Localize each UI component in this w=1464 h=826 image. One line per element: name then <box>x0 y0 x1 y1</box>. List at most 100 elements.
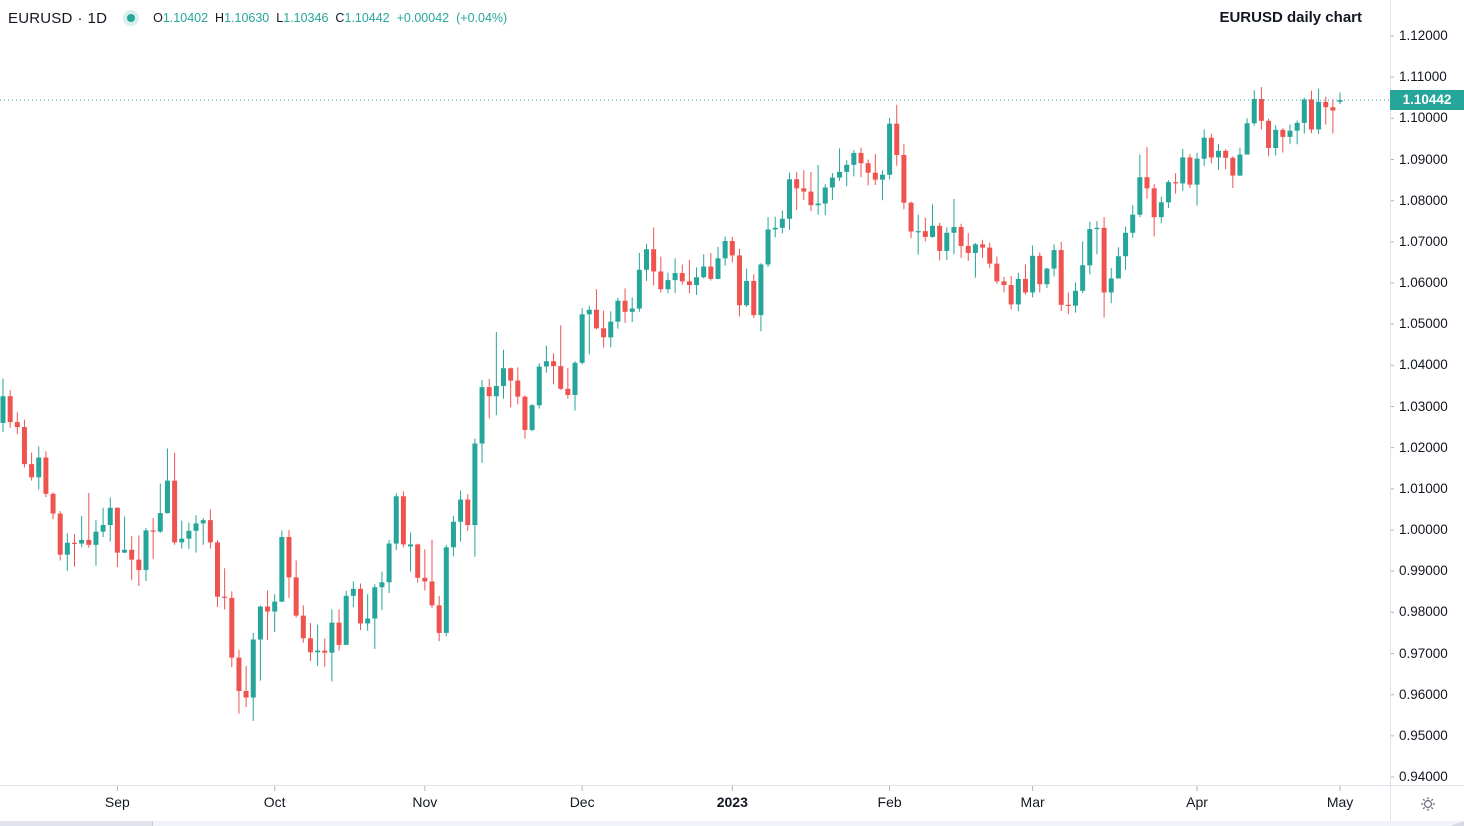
candle-up <box>879 170 885 201</box>
candle-up <box>272 594 278 633</box>
candle-down <box>465 494 471 531</box>
candle-up <box>672 258 678 293</box>
ohlc-values: O1.10402 H1.10630 L1.10346 C1.10442 +0.0… <box>153 11 507 25</box>
candle-up <box>1180 148 1186 191</box>
candle-down <box>558 325 564 391</box>
candle-up <box>1165 180 1171 209</box>
candle-up <box>694 267 700 295</box>
candle-up <box>36 446 42 490</box>
candle-down <box>1022 264 1028 295</box>
candle-down <box>293 560 299 618</box>
candle-down <box>522 395 528 439</box>
price-axis-label: 0.95000 <box>1399 727 1448 743</box>
candle-down <box>1230 156 1236 188</box>
price-axis-label: 1.02000 <box>1399 439 1448 455</box>
candle-down <box>508 367 514 408</box>
candle-down <box>593 289 599 330</box>
symbol-name[interactable]: EURUSD <box>8 9 73 27</box>
candle-down <box>7 390 13 428</box>
candle-up <box>1294 120 1300 145</box>
candle-up <box>629 297 635 323</box>
candle-down <box>658 256 664 293</box>
candle-down <box>565 367 571 399</box>
candle-up <box>329 609 335 682</box>
candle-up <box>350 581 356 607</box>
candle-up <box>365 594 371 631</box>
candle-up <box>536 363 542 409</box>
candle-up <box>79 516 85 548</box>
candle-up <box>837 148 843 181</box>
candle-up <box>143 527 149 582</box>
candle-up <box>529 404 535 432</box>
candle-up <box>829 173 835 200</box>
candle-up <box>250 632 256 722</box>
time-axis-label: Feb <box>877 794 902 810</box>
price-axis[interactable]: 1.12000 1.11000 1.10000 1.09000 1.08000 1.070… <box>1390 0 1464 821</box>
candle-up <box>386 539 392 593</box>
time-axis[interactable]: Sep Oct Nov Dec 2023 Feb Mar Apr May <box>0 785 1464 822</box>
candle-down <box>551 353 557 385</box>
candle-up <box>315 624 321 666</box>
candle-up <box>64 533 70 571</box>
candle-up <box>193 515 199 553</box>
candle-up <box>1123 226 1129 270</box>
candle-up <box>179 520 185 549</box>
candle-down <box>1330 99 1336 134</box>
candle-down <box>794 172 800 210</box>
price-axis-label: 0.99000 <box>1399 563 1448 579</box>
candle-up <box>608 311 614 348</box>
candle-up <box>815 164 821 215</box>
candle-down <box>801 170 807 200</box>
candle-up <box>572 361 578 411</box>
candle-down <box>286 530 292 598</box>
candle-down <box>679 264 685 285</box>
candle-up <box>586 305 592 355</box>
interval-label[interactable]: 1D <box>87 9 108 27</box>
candle-down <box>872 154 878 186</box>
candle-down <box>429 539 435 609</box>
price-axis-label: 0.94000 <box>1399 769 1448 784</box>
candle-down <box>1151 184 1157 237</box>
candle-up <box>1316 88 1322 134</box>
change-percent: (+0.04%) <box>456 11 508 25</box>
candle-up <box>944 227 950 260</box>
candle-down <box>994 256 1000 284</box>
gear-icon[interactable] <box>1414 791 1442 817</box>
candle-up <box>758 263 764 332</box>
candle-up <box>1115 247 1121 279</box>
resize-grip[interactable] <box>1450 821 1464 826</box>
candle-up <box>701 254 707 279</box>
candle-up <box>722 236 728 266</box>
price-axis-label: 0.96000 <box>1399 686 1448 702</box>
candle-up <box>157 483 163 533</box>
candle-up <box>1015 272 1021 311</box>
candle-up <box>343 590 349 645</box>
time-axis-label: Dec <box>569 794 595 810</box>
candle-down <box>1101 217 1107 318</box>
candle-down <box>57 511 63 561</box>
candle-down <box>114 507 120 568</box>
candle-down <box>86 492 92 548</box>
candle-down <box>736 248 742 317</box>
candle-down <box>21 419 27 468</box>
candle-up <box>393 493 399 551</box>
open-label: O <box>153 11 163 25</box>
candle-down <box>965 233 971 261</box>
candle-up <box>930 204 935 238</box>
candle-up <box>579 308 585 365</box>
price-axis-label: 1.03000 <box>1399 398 1448 414</box>
candle-up <box>1251 90 1257 126</box>
candle-up <box>1237 147 1243 176</box>
candle-up <box>472 438 478 557</box>
scrollbar-segment[interactable] <box>0 821 153 826</box>
candle-up <box>1137 154 1143 218</box>
candle-up <box>1073 282 1078 313</box>
candle-up <box>844 160 850 187</box>
candle-up <box>1244 118 1250 155</box>
candle-up <box>1201 129 1207 167</box>
candle-down <box>1065 292 1071 315</box>
candle-up <box>1030 245 1036 298</box>
candle-down <box>43 451 49 498</box>
candle-down <box>300 605 306 643</box>
